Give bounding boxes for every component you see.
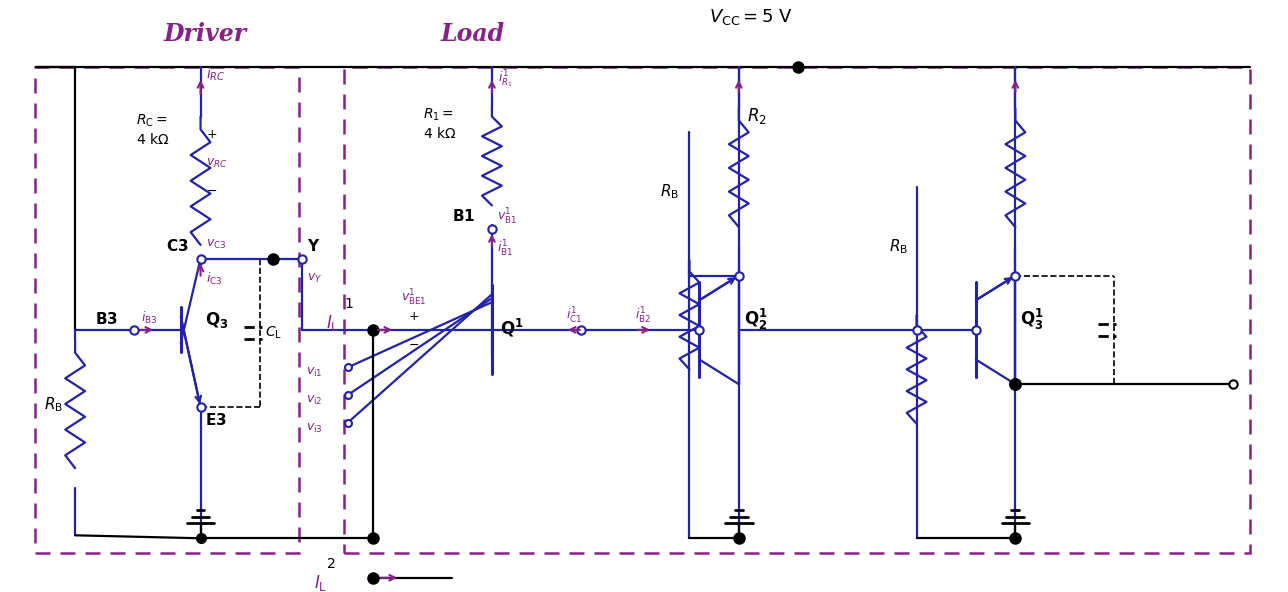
Text: $i_{\rm B1}^1$: $i_{\rm B1}^1$ (497, 239, 513, 259)
Text: $C_{\rm L}$: $C_{\rm L}$ (265, 324, 282, 341)
Text: $-$: $-$ (206, 184, 218, 197)
Text: $\bf Q^1$: $\bf Q^1$ (500, 317, 523, 339)
Text: $\bf Q_3^1$: $\bf Q_3^1$ (1020, 307, 1043, 332)
Text: $R_2$: $R_2$ (747, 107, 766, 127)
Text: $+$: $+$ (408, 310, 419, 323)
Text: $R_{\rm B}$: $R_{\rm B}$ (889, 237, 908, 256)
Text: $\bf B3$: $\bf B3$ (95, 311, 118, 327)
Text: $i_{\rm C1}^1$: $i_{\rm C1}^1$ (565, 306, 582, 326)
Bar (344, 67, 1251, 553)
Text: $V_{\rm CC} = 5\ \rm V$: $V_{\rm CC} = 5\ \rm V$ (710, 7, 793, 27)
Text: $2$: $2$ (326, 557, 335, 571)
Text: $R_{\rm B}$: $R_{\rm B}$ (659, 182, 679, 201)
Text: $v_{\rm i1}$: $v_{\rm i1}$ (307, 366, 323, 379)
Text: $\bf C3$: $\bf C3$ (166, 238, 188, 254)
Text: $R_{\rm B}$: $R_{\rm B}$ (44, 395, 63, 414)
Text: $\bf Q_3$: $\bf Q_3$ (206, 310, 229, 330)
Text: $1$: $1$ (344, 297, 353, 311)
Text: $v_Y$: $v_Y$ (308, 272, 322, 285)
Text: $\bf B1$: $\bf B1$ (452, 208, 475, 224)
Text: $v_{\rm C3}$: $v_{\rm C3}$ (206, 238, 227, 251)
Text: $\bf Q_2^1$: $\bf Q_2^1$ (743, 307, 768, 332)
Text: $\bf Y$: $\bf Y$ (308, 238, 321, 254)
Text: $R_1 =$: $R_1 =$ (422, 107, 453, 123)
Text: Driver: Driver (164, 22, 247, 47)
Bar (35, 67, 299, 553)
Text: $v_{\rm BE1}^1$: $v_{\rm BE1}^1$ (401, 288, 426, 308)
Text: Load: Load (440, 22, 504, 47)
Text: $-$: $-$ (408, 337, 419, 350)
Text: $v_{RC}$: $v_{RC}$ (206, 157, 228, 170)
Text: $\bf E3$: $\bf E3$ (206, 411, 227, 427)
Text: $v_{\rm B1}^1$: $v_{\rm B1}^1$ (497, 207, 516, 227)
Text: $i_{\rm C3}$: $i_{\rm C3}$ (206, 271, 223, 287)
Text: $4\ \rm k\Omega$: $4\ \rm k\Omega$ (137, 132, 170, 147)
Text: $I_{\rm L}$: $I_{\rm L}$ (326, 313, 339, 333)
Text: $i_{\rm B2}^1$: $i_{\rm B2}^1$ (635, 306, 652, 326)
Text: $i_{RC}$: $i_{RC}$ (206, 66, 225, 83)
Text: $i_{\rm B3}$: $i_{\rm B3}$ (142, 310, 157, 326)
Text: $v_{\rm i3}$: $v_{\rm i3}$ (307, 422, 323, 435)
Text: $i_{R_1}^1$: $i_{R_1}^1$ (498, 68, 513, 89)
Text: $I_{\rm L}$: $I_{\rm L}$ (314, 572, 327, 592)
Text: $R_{\rm C} =$: $R_{\rm C} =$ (137, 112, 167, 129)
Text: $v_{\rm i2}$: $v_{\rm i2}$ (307, 394, 323, 407)
Text: $+$: $+$ (206, 128, 218, 141)
Text: $4\ \rm k\Omega$: $4\ \rm k\Omega$ (422, 126, 456, 141)
